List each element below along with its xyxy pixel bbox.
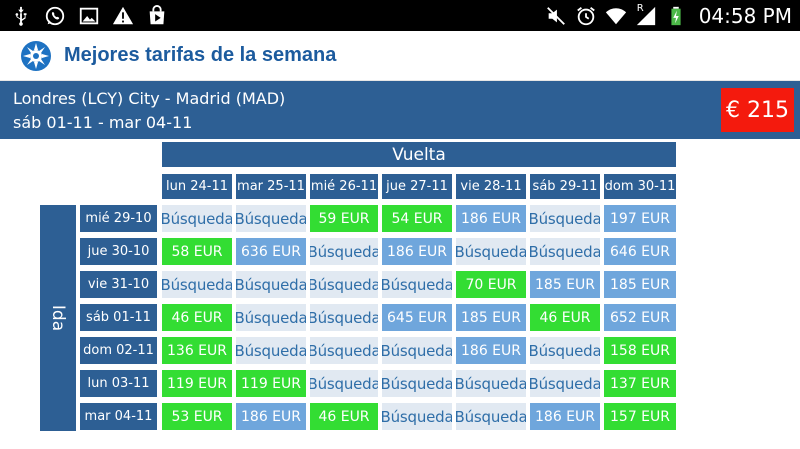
signal-icon: R xyxy=(635,2,657,27)
search-fare-cell[interactable]: Búsqueda xyxy=(530,205,600,232)
fare-price-cell[interactable]: 157 EUR xyxy=(604,403,676,430)
outbound-date-header: vie 31-10 xyxy=(80,271,157,298)
fare-price-cell[interactable]: 186 EUR xyxy=(236,403,306,430)
wifi-icon xyxy=(605,5,627,27)
search-fare-cell[interactable]: Búsqueda xyxy=(310,304,378,331)
alarm-icon xyxy=(575,5,597,27)
roaming-label: R xyxy=(636,2,644,14)
best-price-badge[interactable]: € 215 xyxy=(721,88,794,132)
search-fare-cell[interactable]: Búsqueda xyxy=(310,271,378,298)
outbound-date-header: lun 03-11 xyxy=(80,370,157,397)
search-fare-cell[interactable]: Búsqueda xyxy=(530,370,600,397)
fare-price-cell[interactable]: 46 EUR xyxy=(310,403,378,430)
route-header: Londres (LCY) City - Madrid (MAD) sáb 01… xyxy=(0,81,800,139)
fare-price-cell[interactable]: 186 EUR xyxy=(530,403,600,430)
whatsapp-icon xyxy=(44,5,66,27)
clock: 04:58 PM xyxy=(698,3,792,28)
battery-charging-icon xyxy=(665,5,687,27)
search-fare-cell[interactable]: Búsqueda xyxy=(310,238,378,265)
fare-price-cell[interactable]: 119 EUR xyxy=(236,370,306,397)
return-header: Vuelta xyxy=(162,142,676,167)
search-fare-cell[interactable]: Búsqueda xyxy=(456,370,526,397)
outbound-date-header: dom 02-11 xyxy=(80,337,157,364)
usb-icon xyxy=(10,5,32,27)
fare-price-cell[interactable]: 58 EUR xyxy=(162,238,232,265)
search-fare-cell[interactable]: Búsqueda xyxy=(382,370,452,397)
return-date-header: mar 25-11 xyxy=(236,174,306,199)
compass-logo-icon[interactable] xyxy=(20,40,52,72)
search-fare-cell[interactable]: Búsqueda xyxy=(236,304,306,331)
fare-price-cell[interactable]: 197 EUR xyxy=(604,205,676,232)
outbound-date-header: mar 04-11 xyxy=(80,403,157,430)
route-dates: sáb 01-11 - mar 04-11 xyxy=(13,113,193,132)
fare-price-cell[interactable]: 186 EUR xyxy=(456,205,526,232)
fare-price-cell[interactable]: 158 EUR xyxy=(604,337,676,364)
fare-price-cell[interactable]: 54 EUR xyxy=(382,205,452,232)
return-date-header: dom 30-11 xyxy=(604,174,676,199)
status-bar: R 04:58 PM xyxy=(0,0,800,31)
fare-price-cell[interactable]: 636 EUR xyxy=(236,238,306,265)
search-fare-cell[interactable]: Búsqueda xyxy=(236,337,306,364)
fare-price-cell[interactable]: 186 EUR xyxy=(382,238,452,265)
return-date-header: jue 27-11 xyxy=(382,174,452,199)
fare-price-cell[interactable]: 185 EUR xyxy=(456,304,526,331)
fare-price-cell[interactable]: 645 EUR xyxy=(382,304,452,331)
fare-price-cell[interactable]: 646 EUR xyxy=(604,238,676,265)
search-fare-cell[interactable]: Búsqueda xyxy=(456,403,526,430)
route-cities: Londres (LCY) City - Madrid (MAD) xyxy=(13,89,286,108)
mute-icon xyxy=(545,5,567,27)
search-fare-cell[interactable]: Búsqueda xyxy=(236,205,306,232)
search-fare-cell[interactable]: Búsqueda xyxy=(382,403,452,430)
return-date-header: sáb 29-11 xyxy=(530,174,600,199)
fare-price-cell[interactable]: 46 EUR xyxy=(530,304,600,331)
outbound-label: Ida xyxy=(47,304,68,332)
play-store-icon xyxy=(146,4,168,27)
fare-price-cell[interactable]: 53 EUR xyxy=(162,403,232,430)
search-fare-cell[interactable]: Búsqueda xyxy=(310,337,378,364)
search-fare-cell[interactable]: Búsqueda xyxy=(162,205,232,232)
fare-price-cell[interactable]: 119 EUR xyxy=(162,370,232,397)
search-fare-cell[interactable]: Búsqueda xyxy=(162,271,232,298)
return-date-header: vie 28-11 xyxy=(456,174,526,199)
search-fare-cell[interactable]: Búsqueda xyxy=(530,337,600,364)
fare-price-cell[interactable]: 652 EUR xyxy=(604,304,676,331)
search-fare-cell[interactable]: Búsqueda xyxy=(236,271,306,298)
app-bar: Mejores tarifas de la semana xyxy=(0,31,800,81)
fare-price-cell[interactable]: 70 EUR xyxy=(456,271,526,298)
outbound-date-header: jue 30-10 xyxy=(80,238,157,265)
page-title: Mejores tarifas de la semana xyxy=(64,44,337,66)
search-fare-cell[interactable]: Búsqueda xyxy=(456,238,526,265)
fare-price-cell[interactable]: 136 EUR xyxy=(162,337,232,364)
search-fare-cell[interactable]: Búsqueda xyxy=(382,271,452,298)
return-date-header: mié 26-11 xyxy=(310,174,378,199)
fare-price-cell[interactable]: 137 EUR xyxy=(604,370,676,397)
search-fare-cell[interactable]: Búsqueda xyxy=(382,337,452,364)
fare-price-cell[interactable]: 186 EUR xyxy=(456,337,526,364)
fare-price-cell[interactable]: 185 EUR xyxy=(604,271,676,298)
outbound-date-header: mié 29-10 xyxy=(80,205,157,232)
return-date-header: lun 24-11 xyxy=(162,174,232,199)
fare-price-cell[interactable]: 46 EUR xyxy=(162,304,232,331)
gallery-icon xyxy=(78,5,100,27)
search-fare-cell[interactable]: Búsqueda xyxy=(530,238,600,265)
warning-icon xyxy=(112,5,134,27)
outbound-date-header: sáb 01-11 xyxy=(80,304,157,331)
notification-icons xyxy=(0,4,168,27)
fare-price-cell[interactable]: 185 EUR xyxy=(530,271,600,298)
fare-price-cell[interactable]: 59 EUR xyxy=(310,205,378,232)
system-icons: R 04:58 PM xyxy=(545,2,800,28)
search-fare-cell[interactable]: Búsqueda xyxy=(310,370,378,397)
outbound-header: Ida xyxy=(40,205,76,431)
